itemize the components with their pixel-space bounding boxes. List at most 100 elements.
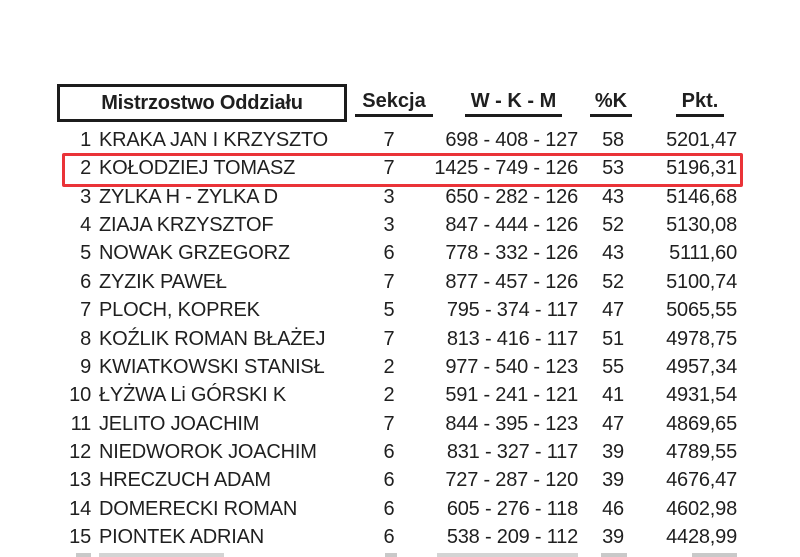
pk-cell: 39 (602, 469, 624, 492)
rank-cell: 2 (80, 157, 91, 180)
sekcja-cell: 6 (383, 242, 395, 265)
name-cell: ZYZIK PAWEŁ (99, 270, 227, 293)
name-cell: PIONTEK ADRIAN (99, 526, 265, 549)
wkm-cell: 847 - 444 - 126 (445, 213, 578, 236)
table-row: 12 NIEDWOROK JOACHIM 6 831 - 327 - 117 3… (0, 438, 800, 466)
pkt-cell: 4602,98 (666, 497, 737, 520)
rank-cell: 9 (80, 355, 91, 378)
pk-cell: 52 (602, 270, 624, 293)
wkm-cell: 650 - 282 - 126 (445, 185, 578, 208)
column-header-sekcja: Sekcja (355, 90, 433, 117)
pk-cell: 39 (602, 441, 624, 464)
rank-cell: 6 (80, 270, 91, 293)
sekcja-cell: 7 (383, 327, 395, 350)
wkm-cell: 813 - 416 - 117 (446, 327, 578, 350)
pk-cell: 47 (602, 299, 624, 322)
table-row: 1 KRAKA JAN I KRZYSZTO 7 698 - 408 - 127… (0, 126, 800, 154)
column-header-wkm: W - K - M (465, 90, 562, 117)
rank-cell: 3 (80, 185, 91, 208)
table-row: 11 JELITO JOACHIM 7 844 - 395 - 123 47 4… (0, 410, 800, 438)
table-row: 9 KWIATKOWSKI STANISŁ 2 977 - 540 - 123 … (0, 353, 800, 381)
clipped-next-row-remnant (692, 553, 737, 557)
wkm-cell: 605 - 276 - 118 (446, 497, 578, 520)
name-cell: ŁYŻWA Li GÓRSKI K (99, 384, 287, 407)
sekcja-cell: 2 (383, 355, 395, 378)
table-row: 8 KOŹLIK ROMAN BŁAŻEJ 7 813 - 416 - 117 … (0, 325, 800, 353)
pk-cell: 46 (602, 497, 624, 520)
pk-cell: 43 (602, 242, 624, 265)
wkm-cell: 831 - 327 - 117 (446, 441, 578, 464)
rank-cell: 15 (69, 526, 91, 549)
name-cell: JELITO JOACHIM (99, 412, 260, 435)
sekcja-cell: 6 (383, 497, 395, 520)
table-title: Mistrzostwo Oddziału (101, 91, 303, 114)
wkm-cell: 844 - 395 - 123 (445, 412, 578, 435)
wkm-cell: 1425 - 749 - 126 (434, 157, 578, 180)
pk-cell: 53 (602, 157, 624, 180)
pkt-cell: 5065,55 (666, 299, 737, 322)
clipped-next-row-remnant (385, 553, 397, 557)
table-title-box: Mistrzostwo Oddziału (57, 84, 347, 122)
name-cell: NIEDWOROK JOACHIM (99, 441, 317, 464)
column-header-pkt: Pkt. (676, 90, 724, 117)
pk-cell: 41 (602, 384, 624, 407)
table-row: 6 ZYZIK PAWEŁ 7 877 - 457 - 126 52 5100,… (0, 268, 800, 296)
name-cell: NOWAK GRZEGORZ (99, 242, 290, 265)
pk-cell: 47 (602, 412, 624, 435)
wkm-cell: 538 - 209 - 112 (446, 526, 578, 549)
table-row: 15 PIONTEK ADRIAN 6 538 - 209 - 112 39 4… (0, 523, 800, 551)
sekcja-cell: 7 (383, 270, 395, 293)
name-cell: DOMERECKI ROMAN (99, 497, 298, 520)
pkt-cell: 4676,47 (666, 469, 737, 492)
pk-cell: 43 (602, 185, 624, 208)
wkm-cell: 698 - 408 - 127 (445, 128, 578, 151)
rank-cell: 5 (80, 242, 91, 265)
table-row: 14 DOMERECKI ROMAN 6 605 - 276 - 118 46 … (0, 495, 800, 523)
table-row: 13 HRECZUCH ADAM 6 727 - 287 - 120 39 46… (0, 466, 800, 494)
name-cell: KOŁODZIEJ TOMASZ (99, 157, 296, 180)
rank-cell: 14 (69, 497, 91, 520)
wkm-cell: 727 - 287 - 120 (445, 469, 578, 492)
sekcja-cell: 7 (383, 128, 395, 151)
sekcja-cell: 3 (383, 185, 395, 208)
table-row: 10 ŁYŻWA Li GÓRSKI K 2 591 - 241 - 121 4… (0, 381, 800, 409)
sekcja-cell: 7 (383, 157, 395, 180)
pk-cell: 58 (602, 128, 624, 151)
clipped-next-row-remnant (601, 553, 627, 557)
pk-cell: 39 (602, 526, 624, 549)
name-cell: KRAKA JAN I KRZYSZTO (99, 128, 329, 151)
wkm-cell: 591 - 241 - 121 (445, 384, 578, 407)
wkm-cell: 877 - 457 - 126 (445, 270, 578, 293)
pkt-cell: 4931,54 (666, 384, 737, 407)
name-cell: KOŹLIK ROMAN BŁAŻEJ (99, 327, 326, 350)
rank-cell: 10 (69, 384, 91, 407)
table-row: 3 ZYLKA H - ZYLKA D 3 650 - 282 - 126 43… (0, 183, 800, 211)
wkm-cell: 795 - 374 - 117 (446, 299, 578, 322)
rank-cell: 1 (80, 128, 91, 151)
sekcja-cell: 6 (383, 526, 395, 549)
name-cell: ZYLKA H - ZYLKA D (99, 185, 278, 208)
clipped-next-row-remnant (437, 553, 578, 557)
pkt-cell: 5111,60 (669, 242, 737, 265)
pkt-cell: 5201,47 (666, 128, 737, 151)
pkt-cell: 4957,34 (666, 355, 737, 378)
sekcja-cell: 6 (383, 469, 395, 492)
rank-cell: 13 (69, 469, 91, 492)
pkt-cell: 4978,75 (666, 327, 737, 350)
pk-cell: 55 (602, 355, 624, 378)
name-cell: HRECZUCH ADAM (99, 469, 271, 492)
sekcja-cell: 6 (383, 441, 395, 464)
column-header-pk: %K (590, 90, 632, 117)
table-rows: 1 KRAKA JAN I KRZYSZTO 7 698 - 408 - 127… (0, 126, 800, 552)
clipped-next-row-remnant (99, 553, 224, 557)
pkt-cell: 4869,65 (666, 412, 737, 435)
name-cell: KWIATKOWSKI STANISŁ (99, 355, 325, 378)
pk-cell: 51 (602, 327, 624, 350)
rank-cell: 4 (80, 213, 91, 236)
sekcja-cell: 2 (383, 384, 395, 407)
pkt-cell: 5100,74 (666, 270, 737, 293)
name-cell: PLOCH, KOPREK (99, 299, 260, 322)
rank-cell: 12 (69, 441, 91, 464)
sekcja-cell: 5 (383, 299, 395, 322)
